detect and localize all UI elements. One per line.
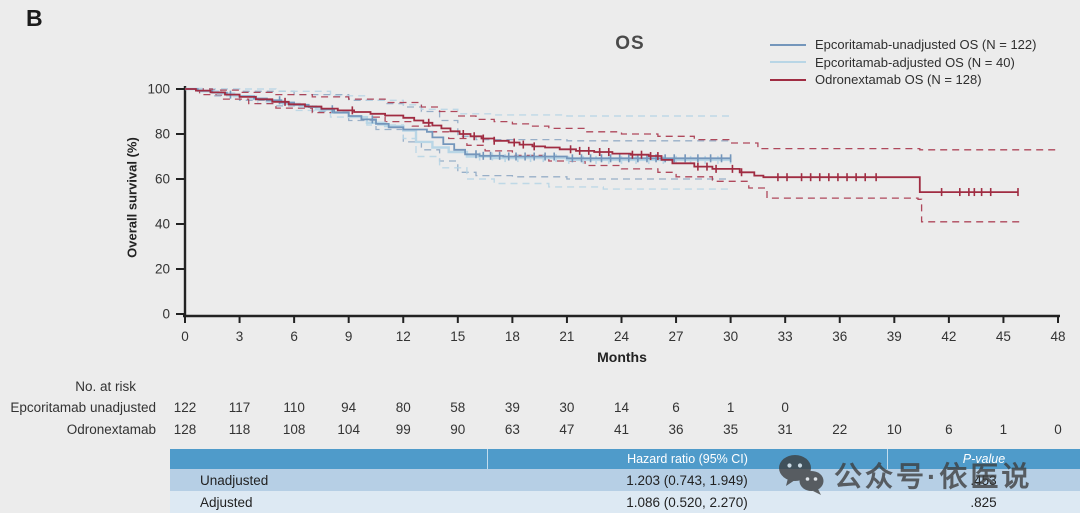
x-tick-label: 21: [559, 329, 574, 344]
x-tick-label: 15: [450, 329, 465, 344]
risk-value: 122: [173, 400, 197, 415]
x-tick-label: 9: [345, 329, 353, 344]
risk-value: 0: [1054, 422, 1062, 437]
y-tick-label: 40: [155, 217, 170, 232]
y-tick-label: 100: [147, 82, 170, 97]
risk-value: 0: [781, 400, 789, 415]
x-tick-label: 39: [887, 329, 902, 344]
risk-row-1: Odronextamab 128 118 108 104 99 90 63 47 41 36 35 31…: [0, 422, 1080, 438]
hr-row-p-value: .825: [970, 494, 997, 510]
x-tick-label: 36: [832, 329, 847, 344]
hr-header-hazard-ratio: Hazard ratio (95% CI): [487, 449, 887, 469]
x-tick-label: 12: [396, 329, 411, 344]
x-tick-label: 42: [941, 329, 956, 344]
legend-label: Epcoritamab-adjusted OS (N = 40): [815, 54, 1015, 70]
risk-table-heading: No. at risk: [75, 379, 136, 394]
risk-value: 47: [559, 422, 575, 437]
hr-table-row-adjusted: Adjusted 1.086 (0.520, 2.270) .825: [170, 491, 1080, 513]
y-tick-label: 0: [162, 307, 170, 322]
risk-value: 10: [886, 422, 902, 437]
x-tick-label: 45: [996, 329, 1011, 344]
legend-line-swatch: [770, 43, 806, 46]
risk-value: 41: [613, 422, 630, 437]
x-tick-label: 24: [614, 329, 630, 344]
legend-line-swatch: [770, 61, 806, 64]
hr-header-group: [170, 449, 487, 469]
x-tick-label: 27: [669, 329, 684, 344]
hr-row-value: 1.203 (0.743, 1.949): [626, 472, 748, 488]
risk-value: 35: [723, 422, 739, 437]
x-tick-label: 0: [181, 329, 189, 344]
legend-item-2: Odronextamab OS (N = 128): [770, 71, 1036, 89]
risk-value: 90: [450, 422, 466, 437]
panel-label: B: [26, 5, 43, 31]
y-tick-label: 20: [155, 262, 170, 277]
risk-value: 104: [337, 422, 360, 437]
chart-legend: Epcoritamab-unadjusted OS (N = 122) Epcor…: [770, 36, 1036, 89]
risk-value: 6: [672, 400, 680, 415]
y-tick-label: 60: [155, 172, 170, 187]
risk-value: 1: [999, 422, 1008, 437]
x-axis-label: Months: [597, 349, 647, 365]
hr-row-value: 1.086 (0.520, 2.270): [626, 494, 748, 510]
risk-value: 99: [395, 422, 411, 437]
risk-row-label: Odronextamab: [66, 422, 156, 437]
chart-title: OS: [615, 33, 645, 54]
risk-value: 31: [777, 422, 793, 437]
risk-value: 39: [504, 400, 520, 415]
hr-header-p-value: P-value: [887, 449, 1080, 469]
legend-line-swatch: [770, 78, 806, 81]
risk-value: 36: [668, 422, 684, 437]
x-tick-label: 48: [1050, 329, 1065, 344]
hr-row-p-value: .453: [970, 472, 997, 488]
risk-value: 108: [282, 422, 306, 437]
legend-label: Odronextamab OS (N = 128): [815, 72, 982, 88]
series-curve: [185, 88, 1018, 193]
risk-value: 117: [228, 400, 251, 415]
risk-value: 22: [832, 422, 848, 437]
risk-value: 30: [559, 400, 575, 415]
x-tick-label: 6: [290, 329, 298, 344]
risk-value: 6: [945, 422, 953, 437]
x-tick-label: 33: [778, 329, 793, 344]
hr-table-header: Hazard ratio (95% CI) P-value: [170, 449, 1080, 469]
legend-label: Epcoritamab-unadjusted OS (N = 122): [815, 37, 1037, 53]
hr-table-row-unadjusted: Unadjusted 1.203 (0.743, 1.949) .453: [170, 469, 1080, 491]
series-ci-curve: [185, 88, 1023, 223]
risk-row-label: Epcoritamab unadjusted: [10, 400, 156, 415]
risk-value: 80: [395, 400, 411, 415]
x-tick-label: 18: [505, 329, 520, 344]
risk-value: 63: [504, 422, 520, 437]
series-ci-curve: [185, 88, 1058, 151]
x-tick-label: 3: [236, 329, 244, 344]
hr-row-label: Adjusted: [200, 494, 253, 510]
hr-row-label: Unadjusted: [200, 472, 269, 488]
risk-value: 110: [283, 400, 305, 415]
risk-value: 58: [450, 400, 466, 415]
legend-item-1: Epcoritamab-adjusted OS (N = 40): [770, 54, 1036, 72]
risk-value: 14: [613, 400, 630, 415]
risk-value: 94: [341, 400, 357, 415]
y-tick-label: 80: [155, 127, 170, 142]
risk-value: 128: [173, 422, 197, 437]
risk-row-0: Epcoritamab unadjusted 122 117 110 94 80 58 39 3…: [0, 400, 1080, 416]
series-ci-curve: [185, 88, 731, 117]
risk-value: 118: [228, 422, 251, 437]
x-tick-label: 30: [723, 329, 738, 344]
legend-item-0: Epcoritamab-unadjusted OS (N = 122): [770, 36, 1036, 54]
risk-value: 1: [726, 400, 735, 415]
series-ci-curve: [185, 88, 731, 142]
hazard-ratio-table: Hazard ratio (95% CI) P-value Unadjusted…: [170, 449, 1080, 513]
